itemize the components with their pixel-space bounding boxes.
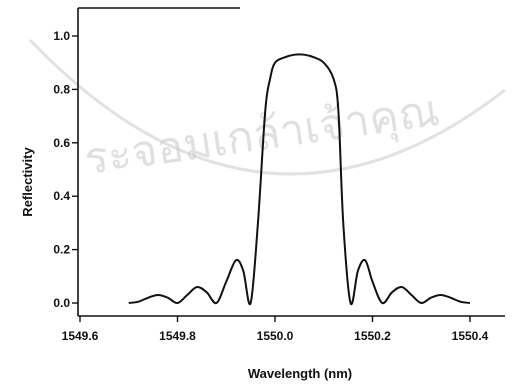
y-axis-title: Reflectivity — [20, 147, 35, 217]
y-tick-label: 0.2 — [53, 243, 70, 257]
y-tick-label: 0.4 — [53, 189, 70, 203]
x-tick-label: 1549.6 — [62, 329, 99, 343]
y-tick-label: 0.0 — [53, 296, 70, 310]
reflectivity-curve — [128, 53, 471, 306]
x-ticks: 1549.6 1549.8 1550.0 1550.2 1550.4 — [62, 316, 489, 343]
y-ticks: 0.0 0.2 0.4 0.6 0.8 1.0 — [53, 29, 78, 310]
x-tick-label: 1550.2 — [354, 329, 391, 343]
y-tick-label: 1.0 — [53, 29, 70, 43]
watermark-arc — [28, 38, 506, 176]
x-axis-title: Wavelength (nm) — [248, 366, 352, 381]
x-tick-label: 1550.0 — [257, 329, 294, 343]
y-tick-label: 0.6 — [53, 136, 70, 150]
y-tick-label: 0.8 — [53, 82, 70, 96]
x-tick-label: 1549.8 — [159, 329, 196, 343]
x-tick-label: 1550.4 — [452, 329, 489, 343]
watermark: ระจอมเกล้าเจ้าคุณ — [28, 38, 506, 186]
